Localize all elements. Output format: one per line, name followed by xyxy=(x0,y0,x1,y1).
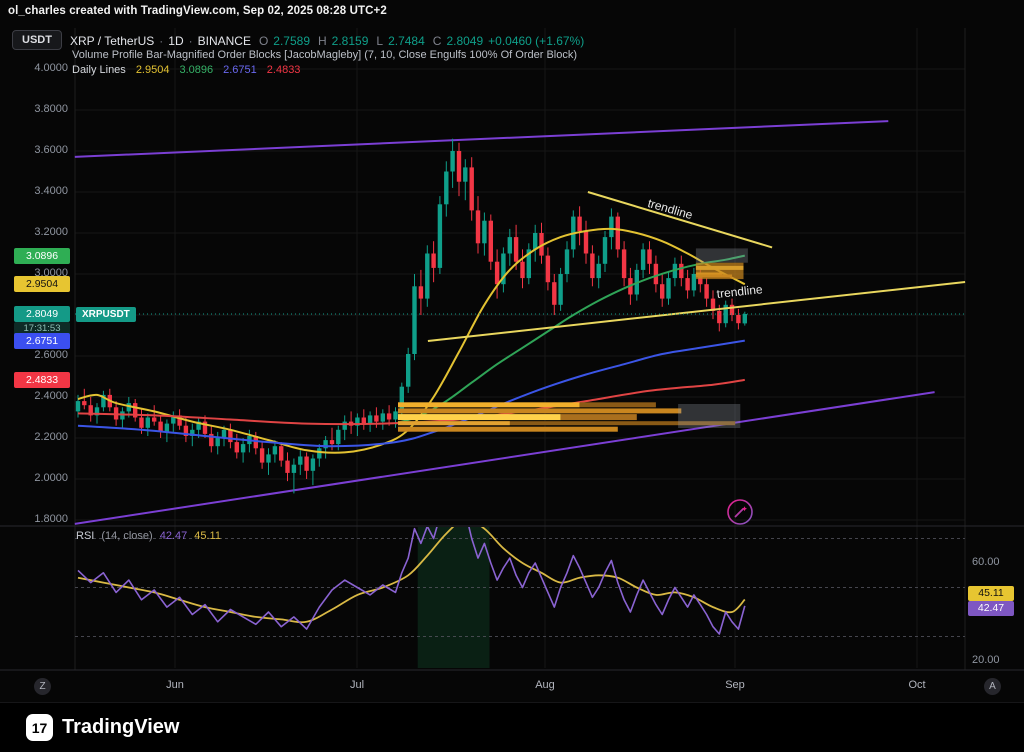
price-axis-label: 3.4000 xyxy=(34,185,68,197)
close-label: C xyxy=(432,33,442,48)
magic-wand-icon[interactable] xyxy=(726,498,754,526)
daily-line-value: 3.0896 xyxy=(179,64,214,76)
price-axis-label: 2.0000 xyxy=(34,472,68,484)
rsi-title: RSI xyxy=(76,530,95,542)
open-label: O xyxy=(258,33,269,48)
scroll-left-button[interactable]: Z xyxy=(34,678,51,695)
symbol-title[interactable]: XRP / TetherUS xyxy=(70,33,155,48)
rsi-legend[interactable]: RSI (14, close) 42.47 45.11 xyxy=(76,530,221,542)
low-value: 2.7484 xyxy=(388,33,425,48)
rsi-value-badge: 42.47 xyxy=(968,600,1014,616)
low-label: L xyxy=(376,33,384,48)
attribution-bar: ol_charles created with TradingView.com,… xyxy=(8,5,387,17)
open-value: 2.7589 xyxy=(273,33,310,48)
rsi-ma-value: 45.11 xyxy=(194,530,221,542)
price-axis-label: 3.8000 xyxy=(34,103,68,115)
price-badge: 2.4833 xyxy=(14,371,70,388)
scroll-right-button[interactable]: A xyxy=(984,678,1001,695)
month-label: Jul xyxy=(349,679,365,691)
close-value: 2.8049 xyxy=(446,33,484,48)
currency-toggle-button[interactable]: USDT xyxy=(12,30,62,50)
separator-dot: · xyxy=(188,33,193,48)
daily-lines-label: Daily Lines xyxy=(72,64,126,76)
price-axis-label: 3.6000 xyxy=(34,144,68,156)
price-axis-label: 2.4000 xyxy=(34,390,68,402)
month-label: Oct xyxy=(908,679,926,691)
tradingview-brand-text[interactable]: TradingView xyxy=(62,716,180,738)
daily-lines-legend[interactable]: Daily Lines 2.9504 3.0896 2.6751 2.4833 xyxy=(72,64,300,76)
price-axis-label: 4.0000 xyxy=(34,62,68,74)
exchange-label: BINANCE xyxy=(197,33,251,48)
tradingview-logo-icon[interactable]: 17 xyxy=(26,714,53,741)
change-value: +0.0460 (+1.67%) xyxy=(488,33,585,48)
rsi-params: (14, close) xyxy=(101,530,153,542)
rsi-value-badge: 45.11 xyxy=(968,586,1014,601)
rsi-value: 42.47 xyxy=(159,530,188,542)
indicator-title[interactable]: Volume Profile Bar-Magnified Order Block… xyxy=(72,49,578,61)
countdown-badge: 17:31:53 xyxy=(14,322,70,335)
high-value: 2.8159 xyxy=(331,33,369,48)
price-axis-label: 3.2000 xyxy=(34,226,68,238)
month-label: Sep xyxy=(725,679,745,691)
price-axis-label: 2.6000 xyxy=(34,349,68,361)
price-axis-label: 1.8000 xyxy=(34,513,68,525)
price-badge: 3.0896 xyxy=(14,247,70,264)
daily-line-value: 2.9504 xyxy=(135,64,170,76)
daily-line-value: 2.4833 xyxy=(266,64,301,76)
symbol-legend-row[interactable]: XRP / TetherUS · 1D · BINANCE O 2.7589 H… xyxy=(70,31,584,50)
price-badge: 2.6751 xyxy=(14,332,70,349)
high-label: H xyxy=(318,33,327,48)
rsi-axis-label: 20.00 xyxy=(972,654,1000,666)
price-badge: 2.9504 xyxy=(14,276,70,293)
separator-dot: · xyxy=(159,33,164,48)
price-axis-label: 3.0000 xyxy=(34,267,68,279)
interval-label[interactable]: 1D xyxy=(168,33,184,48)
symbol-price-tag: XRPUSDT xyxy=(76,307,136,322)
price-axis-label: 2.2000 xyxy=(34,431,68,443)
month-label: Jun xyxy=(166,679,184,691)
rsi-axis-label: 60.00 xyxy=(972,556,1000,568)
attribution-text: ol_charles created with TradingView.com,… xyxy=(8,5,387,17)
daily-line-value: 2.6751 xyxy=(223,64,257,76)
price-badge: 2.8049 xyxy=(14,306,70,322)
month-label: Aug xyxy=(535,679,555,691)
footer-bar: 17 TradingView xyxy=(0,702,1024,752)
